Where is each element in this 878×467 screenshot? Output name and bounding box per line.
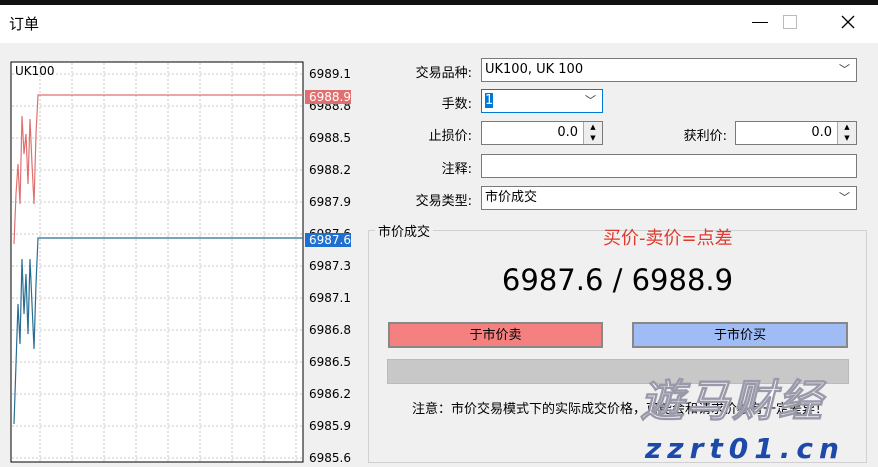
tp-input[interactable]: 0.0 ▲ ▼: [735, 121, 857, 145]
price-axis-label: 6985.6: [309, 451, 351, 465]
sl-input[interactable]: 0.0 ▲ ▼: [481, 121, 603, 145]
price-chart: UK100 6989.16988.86988.56988.26987.96987…: [10, 61, 351, 465]
price-axis-label: 6987.3: [309, 259, 351, 273]
ask-price-label: 6988.9: [309, 90, 351, 104]
symbol-label: 交易品种:: [415, 66, 472, 81]
maximize-button[interactable]: [783, 15, 797, 29]
bid-line: [13, 237, 303, 425]
minimize-button[interactable]: [752, 22, 768, 23]
price-axis-label: 6988.2: [309, 163, 351, 177]
price-axis-label: 6988.5: [309, 131, 351, 145]
watermark-site: zzrt01.cn: [645, 432, 845, 465]
window-title: 订单: [9, 15, 40, 33]
price-axis-label: 6986.5: [309, 355, 351, 369]
sl-value: 0.0: [557, 125, 578, 140]
note: 注意：市价交易模式下的实际成交价格，可能会和请求价格有一定差异！: [411, 402, 828, 417]
symbol-combo[interactable]: UK100, UK 100 ﹀: [481, 58, 857, 82]
type-label: 交易类型:: [415, 194, 472, 209]
type-value: 市价成交: [485, 190, 538, 205]
price-axis-label: 6989.1: [309, 67, 351, 81]
annotation: 买价-卖价=点差: [603, 228, 733, 249]
price-axis-label: 6986.2: [309, 387, 351, 401]
title-bar: [0, 5, 878, 43]
bid-label-bg: [305, 233, 351, 247]
type-combo[interactable]: 市价成交 ﹀: [481, 186, 857, 210]
ask-line: [13, 94, 303, 245]
comment-label: 注释:: [441, 162, 472, 177]
chart-symbol: UK100: [15, 64, 55, 78]
chart-frame: [10, 61, 304, 463]
tp-label: 获利价:: [683, 129, 727, 144]
volume-combo[interactable]: 1 ﹀: [481, 89, 603, 113]
tp-value: 0.0: [811, 125, 832, 140]
close-button[interactable]: [841, 15, 855, 29]
market-group: [368, 230, 867, 463]
group-title: 市价成交: [375, 221, 434, 240]
price-axis-label: 6987.1: [309, 291, 351, 305]
top-strip: [0, 0, 878, 5]
volume-value: 1: [485, 93, 494, 108]
sell-button[interactable]: 于市价卖: [388, 322, 603, 348]
bid-price-label: 6987.6: [309, 233, 351, 247]
watermark-name: 遊马财经: [640, 376, 824, 428]
volume-label: 手数:: [441, 97, 472, 112]
sl-label: 止损价:: [428, 129, 472, 144]
price-axis-label: 6986.8: [309, 323, 351, 337]
quote: 6987.6 / 6988.9: [501, 263, 734, 297]
buy-button[interactable]: 于市价买: [632, 322, 848, 348]
progress-bar: [387, 359, 849, 384]
price-axis-label: 6987.9: [309, 195, 351, 209]
symbol-value: UK100, UK 100: [485, 62, 584, 77]
price-axis-label: 6985.9: [309, 419, 351, 433]
ask-label-bg: [305, 90, 351, 104]
comment-input[interactable]: [481, 154, 857, 178]
